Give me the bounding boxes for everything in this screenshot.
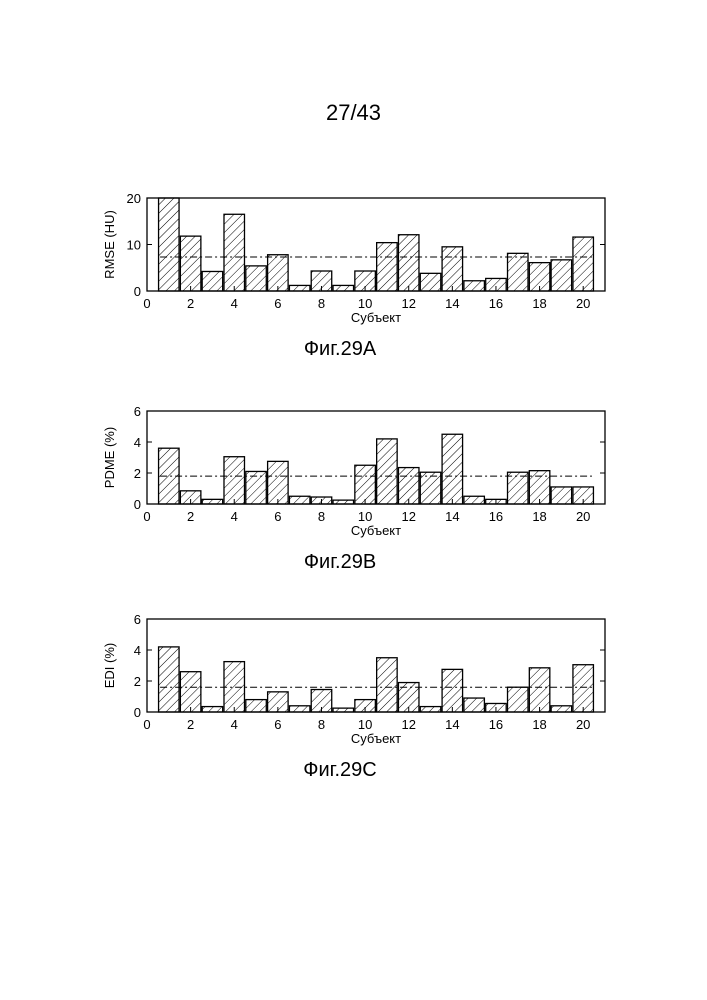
bar-subject-4 [224, 214, 245, 291]
chart-pdme: 0 2 4 6 0 2 4 6 8 10 12 14 16 18 20 Субъект PDME (%) Фиг.… [0, 398, 707, 578]
y-tick-label: 6 [134, 612, 141, 627]
y-axis-label: PDME (%) [102, 427, 117, 488]
bar-subject-11 [377, 243, 398, 291]
y-tick-label: 4 [134, 435, 141, 450]
y-axis-label: RMSE (HU) [102, 210, 117, 279]
bar-subject-3 [202, 499, 223, 504]
bar-subject-9 [333, 285, 354, 291]
x-tick-label: 18 [532, 717, 546, 732]
bar-subject-13 [420, 472, 441, 504]
figure-caption: Фиг.29С [303, 759, 376, 781]
bar-subject-15 [464, 281, 485, 291]
x-axis-label: Субъект [351, 310, 401, 325]
x-tick-label: 0 [143, 296, 150, 311]
x-tick-label: 20 [576, 717, 590, 732]
y-tick-label: 20 [127, 191, 141, 206]
x-tick-label: 0 [143, 509, 150, 524]
y-tick-label: 0 [134, 705, 141, 720]
x-tick-label: 6 [274, 296, 281, 311]
x-tick-label: 16 [489, 509, 503, 524]
x-tick-label: 10 [358, 509, 372, 524]
x-tick-label: 12 [401, 296, 415, 311]
x-tick-label: 16 [489, 296, 503, 311]
y-tick-label: 4 [134, 643, 141, 658]
x-axis-label: Субъект [351, 523, 401, 538]
x-tick-label: 6 [274, 717, 281, 732]
x-tick-label: 8 [318, 509, 325, 524]
bar-subject-14 [442, 434, 463, 504]
x-tick-label: 8 [318, 296, 325, 311]
x-tick-label: 20 [576, 509, 590, 524]
bar-subject-2 [180, 672, 201, 712]
x-tick-label: 14 [445, 296, 459, 311]
bar-subject-20 [573, 665, 594, 712]
bar-subject-6 [268, 461, 289, 504]
x-tick-label: 14 [445, 509, 459, 524]
y-tick-label: 6 [134, 404, 141, 419]
bar-subject-19 [551, 487, 572, 504]
bar-subject-19 [551, 706, 572, 712]
bar-subject-2 [180, 236, 201, 291]
figure-caption: Фиг.29В [304, 551, 376, 573]
x-tick-label: 20 [576, 296, 590, 311]
x-tick-label: 10 [358, 717, 372, 732]
bar-subject-11 [377, 439, 398, 504]
bar-subject-17 [508, 687, 529, 712]
x-tick-label: 12 [401, 509, 415, 524]
bar-subject-17 [508, 253, 529, 291]
bar-subject-20 [573, 237, 594, 291]
bar-subject-1 [159, 647, 180, 712]
x-tick-label: 4 [231, 717, 238, 732]
figure-caption: Фиг.29А [304, 338, 377, 360]
x-tick-label: 0 [143, 717, 150, 732]
bar-subject-13 [420, 273, 441, 291]
x-tick-label: 2 [187, 717, 194, 732]
x-tick-label: 6 [274, 509, 281, 524]
bar-subject-6 [268, 255, 289, 291]
y-axis-label: EDI (%) [102, 643, 117, 689]
y-tick-label: 2 [134, 674, 141, 689]
x-tick-label: 18 [532, 296, 546, 311]
bar-subject-1 [159, 198, 180, 291]
bar-subject-18 [529, 668, 550, 712]
bar-subject-3 [202, 707, 223, 712]
bar-subject-15 [464, 496, 485, 504]
bar-subject-17 [508, 472, 529, 504]
x-tick-label: 4 [231, 509, 238, 524]
bar-subject-7 [289, 285, 310, 291]
x-tick-label: 2 [187, 509, 194, 524]
bar-subject-14 [442, 247, 463, 291]
bar-subject-10 [355, 465, 376, 504]
bar-subject-7 [289, 496, 310, 504]
bar-subject-5 [246, 700, 266, 712]
bar-subject-4 [224, 457, 245, 504]
y-tick-label: 10 [127, 238, 141, 253]
bar-subject-13 [420, 707, 441, 712]
bar-subject-7 [289, 706, 310, 712]
bar-subject-15 [464, 698, 485, 712]
x-axis-label: Субъект [351, 731, 401, 746]
x-tick-label: 4 [231, 296, 238, 311]
bar-subject-5 [246, 266, 266, 291]
x-tick-label: 8 [318, 717, 325, 732]
x-tick-label: 16 [489, 717, 503, 732]
bar-subject-12 [398, 235, 419, 291]
bar-subject-19 [551, 260, 572, 291]
chart-rmse: 0 10 20 0 2 4 6 8 10 12 14 16 18 20 Субъект RMSE (HU) Фи… [0, 185, 707, 365]
bar-subject-11 [377, 658, 398, 712]
x-tick-label: 2 [187, 296, 194, 311]
chart-edi: 0 2 4 6 0 2 4 6 8 10 12 14 16 18 20 Субъект EDI (%) Фиг.2… [0, 606, 707, 786]
y-tick-label: 2 [134, 466, 141, 481]
page-number: 27/43 [0, 100, 707, 126]
x-tick-label: 14 [445, 717, 459, 732]
y-tick-label: 0 [134, 497, 141, 512]
x-tick-label: 10 [358, 296, 372, 311]
bar-subject-12 [398, 468, 419, 504]
bar-subject-3 [202, 271, 223, 291]
x-tick-label: 18 [532, 509, 546, 524]
bar-subject-14 [442, 669, 463, 712]
x-tick-label: 12 [401, 717, 415, 732]
y-tick-label: 0 [134, 284, 141, 299]
